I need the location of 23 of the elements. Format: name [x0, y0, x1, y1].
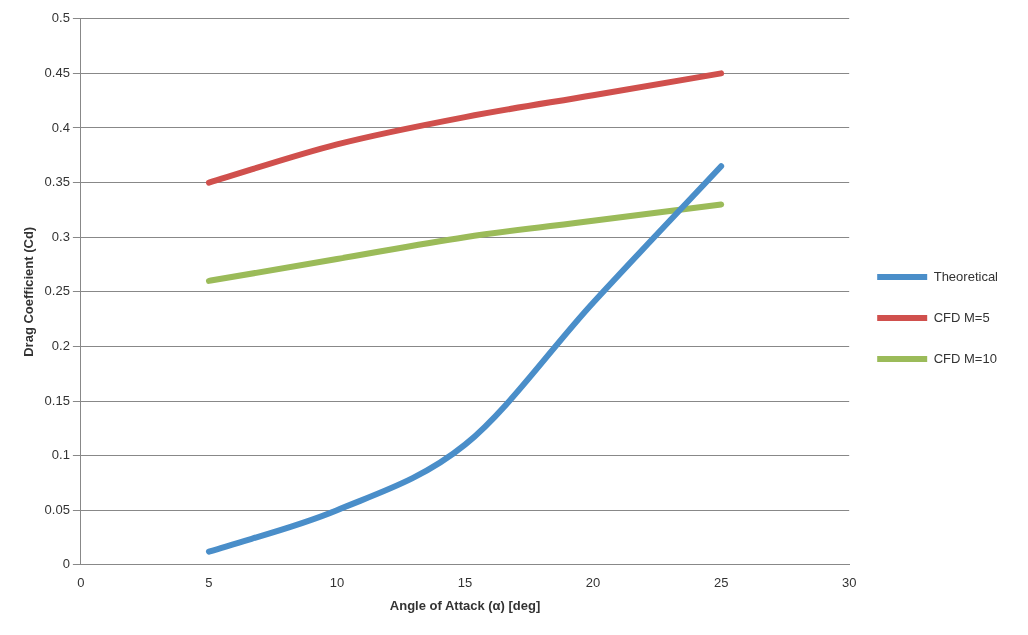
y-tick-label: 0.25 [44, 283, 70, 299]
x-axis-title: Angle of Attack (α) [deg] [389, 597, 541, 613]
legend-label: CFD M=10 [933, 350, 997, 366]
y-tick-label: 0.05 [44, 501, 70, 517]
x-tick-label: 25 [713, 575, 729, 591]
x-tick-label: 0 [77, 575, 85, 591]
x-tick-label: 20 [585, 575, 601, 591]
x-tick-label: 30 [841, 575, 857, 591]
legend-label: Theoretical [933, 268, 999, 284]
y-axis-title: Drag Coefficient (Cd) [21, 226, 37, 357]
x-tick-label: 5 [205, 575, 213, 591]
y-tick-label: 0.2 [51, 337, 70, 353]
y-tick-label: 0.1 [51, 447, 70, 463]
x-tick-label: 15 [457, 575, 473, 591]
y-tick-label: 0.3 [51, 228, 70, 244]
y-tick-label: 0.35 [44, 174, 70, 190]
y-tick-label: 0 [62, 556, 70, 572]
y-tick-label: 0.15 [44, 392, 70, 408]
y-tick-label: 0.4 [51, 119, 70, 135]
y-tick-label: 0.5 [51, 10, 70, 26]
legend-label: CFD M=5 [933, 309, 990, 325]
x-tick-label: 10 [329, 575, 345, 591]
y-tick-label: 0.45 [44, 64, 70, 80]
